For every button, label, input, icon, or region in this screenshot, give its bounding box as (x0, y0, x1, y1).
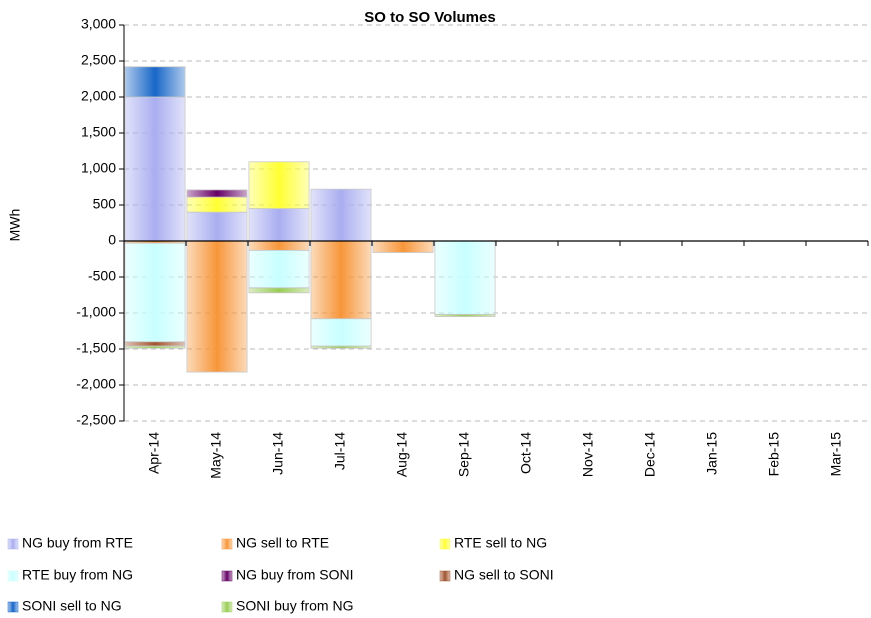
y-tick-label: -2,000 (76, 376, 116, 392)
y-tick-label: -500 (88, 268, 116, 284)
x-tick-label: Jan-15 (704, 432, 720, 475)
bar-segment (310, 188, 372, 242)
bar-segment (124, 341, 186, 347)
x-tick-label: Jul-14 (332, 432, 348, 470)
bar-segment (186, 211, 248, 242)
x-tick-label: Aug-14 (394, 432, 410, 477)
x-tick-label: Oct-14 (518, 432, 534, 474)
y-tick-label: 2,500 (81, 52, 116, 68)
x-tick-label: Sep-14 (456, 432, 472, 477)
bar-segment (124, 242, 186, 343)
legend-swatch (7, 538, 19, 550)
x-tick-label: Feb-15 (766, 432, 782, 477)
bar-segment (186, 196, 248, 213)
x-tick-label: Jun-14 (270, 432, 286, 475)
legend-label: NG buy from RTE (22, 535, 133, 551)
bar-segment (310, 318, 372, 347)
y-tick-label: 1,500 (81, 124, 116, 140)
bar-segment (434, 314, 496, 318)
legend-label: NG buy from SONI (236, 567, 353, 583)
x-tick-label: Nov-14 (580, 432, 596, 477)
y-tick-label: 1,000 (81, 160, 116, 176)
bar-segment (434, 240, 496, 315)
x-tick-label: Apr-14 (146, 432, 162, 474)
legend-label: SONI buy from NG (236, 598, 353, 614)
legend-swatch (7, 601, 19, 613)
x-tick-label: May-14 (208, 432, 224, 479)
bar-segment (248, 208, 310, 242)
legend-label: NG sell to RTE (236, 535, 329, 551)
bar-segment (124, 66, 186, 98)
bar-segment (310, 345, 372, 349)
bar-segment (248, 287, 310, 294)
y-tick-label: -2,500 (76, 412, 116, 428)
y-axis-label: MWh (7, 209, 23, 242)
y-tick-label: 500 (93, 196, 117, 212)
bar-segment (310, 240, 372, 320)
bar-segment (124, 345, 186, 349)
chart-title: SO to SO Volumes (364, 9, 495, 26)
bar-segment (248, 249, 310, 289)
legend-swatch (221, 601, 233, 613)
bar-segment (248, 161, 310, 210)
legend-swatch (7, 570, 19, 582)
legend-label: RTE sell to NG (454, 535, 547, 551)
y-tick-label: -1,500 (76, 340, 116, 356)
legend-swatch (221, 570, 233, 582)
legend-swatch (221, 538, 233, 550)
y-tick-label: -1,000 (76, 304, 116, 320)
y-tick-label: 0 (108, 232, 116, 248)
bar-segment (186, 189, 248, 198)
legend-label: NG sell to SONI (454, 567, 554, 583)
bar-segment (248, 240, 310, 251)
bar-segment (186, 240, 248, 373)
y-tick-label: 3,000 (81, 16, 116, 32)
legend-label: SONI sell to NG (22, 598, 122, 614)
y-tick-label: 2,000 (81, 88, 116, 104)
bar-segment (372, 240, 434, 253)
legend-swatch (439, 538, 451, 550)
legend-label: RTE buy from NG (22, 567, 133, 583)
x-tick-label: Mar-15 (828, 432, 844, 477)
bar-segment (124, 96, 186, 242)
legend-swatch (439, 570, 451, 582)
x-tick-label: Dec-14 (642, 432, 658, 477)
